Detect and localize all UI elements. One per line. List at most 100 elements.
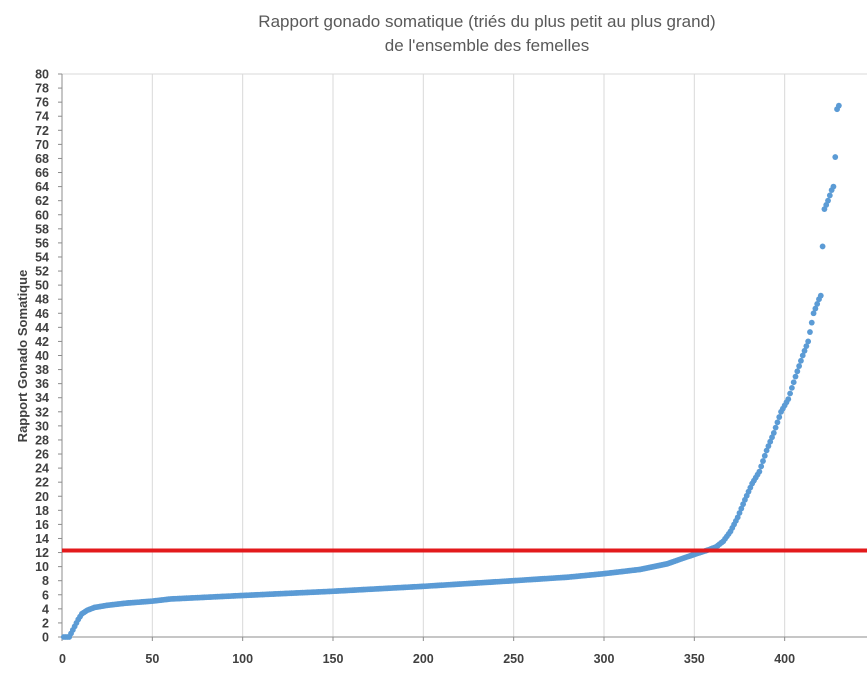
y-tick-label: 44: [35, 321, 49, 335]
data-point: [826, 192, 833, 199]
data-point: [801, 347, 808, 354]
data-point: [776, 414, 783, 420]
y-tick-label: 80: [35, 68, 49, 82]
y-tick-label: 2: [42, 616, 49, 630]
data-point: [772, 424, 779, 431]
y-tick-label: 54: [35, 250, 49, 264]
y-tick-label: 34: [35, 391, 49, 405]
chart-title-block: Rapport gonado somatique (triés du plus …: [0, 10, 867, 58]
data-point: [770, 430, 777, 436]
y-tick-label: 36: [35, 377, 49, 391]
y-tick-label: 76: [35, 96, 49, 110]
y-tick-label: 78: [35, 82, 49, 96]
y-tick-label: 10: [35, 560, 49, 574]
y-tick-label: 8: [42, 574, 49, 588]
data-point: [803, 343, 810, 350]
data-point: [807, 329, 813, 335]
y-tick-label: 64: [35, 180, 49, 194]
data-point: [736, 510, 743, 516]
data-point: [825, 197, 831, 204]
data-point: [788, 384, 795, 391]
y-tick-label: 30: [35, 419, 49, 433]
x-tick-label: 0: [59, 652, 66, 666]
x-tick-label: 150: [323, 652, 344, 666]
x-tick-label: 200: [413, 652, 434, 666]
x-tick-label: 400: [774, 652, 795, 666]
data-points: [60, 102, 842, 640]
data-point: [830, 183, 837, 190]
y-tick-label: 24: [35, 462, 49, 476]
data-point: [798, 357, 804, 364]
x-tick-label: 250: [503, 652, 524, 666]
data-point: [812, 305, 819, 312]
y-tick-label: 50: [35, 279, 49, 293]
y-tick-label: 22: [35, 476, 49, 490]
x-tick-label: 300: [594, 652, 615, 666]
data-point: [767, 438, 774, 445]
y-tick-label: 52: [35, 265, 49, 279]
y-tick-label: 26: [35, 448, 49, 462]
y-tick-label: 6: [42, 588, 49, 602]
data-point: [794, 368, 801, 375]
data-point: [760, 458, 766, 464]
data-point: [805, 338, 812, 345]
y-tick-label: 0: [42, 631, 49, 645]
y-tick-label: 72: [35, 124, 49, 138]
y-tick-label: 40: [35, 349, 49, 363]
y-axis-label: Rapport Gonado Somatique: [15, 270, 30, 443]
y-tick-label: 32: [35, 405, 49, 419]
y-tick-label: 14: [35, 532, 49, 546]
data-point: [796, 363, 803, 369]
data-point: [817, 292, 824, 299]
data-point: [792, 373, 799, 380]
x-tick-labels: 05010015020025030035040045: [59, 652, 795, 666]
data-point: [740, 501, 747, 508]
data-point: [814, 300, 821, 307]
y-tick-label: 56: [35, 236, 49, 250]
data-point: [835, 102, 842, 109]
chart-subtitle: de l'ensemble des femelles: [384, 36, 590, 55]
data-point: [769, 434, 775, 441]
data-point: [785, 396, 792, 403]
axes: [58, 73, 867, 641]
data-point: [761, 452, 768, 459]
y-tick-label: 58: [35, 222, 49, 236]
y-tick-label: 68: [35, 152, 49, 166]
data-point: [734, 514, 741, 521]
data-point: [763, 447, 770, 454]
data-point: [765, 443, 772, 450]
y-tick-label: 4: [42, 602, 49, 616]
y-tick-label: 70: [35, 138, 49, 152]
y-tick-labels: 0246810121416182022242628303234363840424…: [35, 68, 49, 645]
y-tick-label: 48: [35, 293, 49, 307]
y-tick-label: 74: [35, 110, 49, 124]
y-tick-label: 16: [35, 518, 49, 532]
x-tick-label: 50: [145, 652, 159, 666]
data-point: [808, 319, 815, 326]
y-tick-label: 12: [35, 546, 49, 560]
y-tick-label: 42: [35, 335, 49, 349]
y-tick-label: 60: [35, 208, 49, 222]
data-point: [787, 390, 793, 397]
data-point: [790, 379, 797, 386]
data-point: [799, 352, 806, 359]
data-point: [758, 463, 765, 470]
x-tick-label: 350: [684, 652, 705, 666]
y-tick-label: 66: [35, 166, 49, 180]
x-tick-label: 100: [232, 652, 253, 666]
data-point: [819, 243, 826, 250]
y-tick-label: 28: [35, 433, 49, 447]
y-tick-label: 18: [35, 504, 49, 518]
data-point: [810, 310, 817, 317]
grid-lines: [62, 73, 867, 637]
chart-title: Rapport gonado somatique (triés du plus …: [258, 12, 716, 31]
y-tick-label: 46: [35, 307, 49, 321]
data-point: [832, 154, 839, 160]
y-tick-label: 38: [35, 363, 49, 377]
y-tick-label: 20: [35, 490, 49, 504]
data-point: [774, 419, 781, 426]
data-point: [756, 468, 763, 475]
y-tick-label: 62: [35, 194, 49, 208]
data-point: [738, 505, 745, 512]
